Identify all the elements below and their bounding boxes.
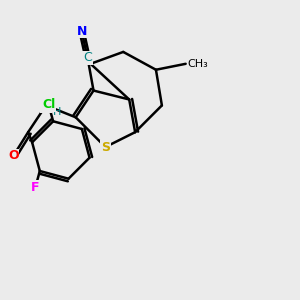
- Text: Cl: Cl: [42, 98, 55, 111]
- Text: N: N: [76, 25, 87, 38]
- Text: O: O: [8, 149, 19, 162]
- Text: N: N: [41, 99, 51, 112]
- Text: C: C: [83, 51, 92, 64]
- Text: F: F: [31, 181, 40, 194]
- Text: S: S: [101, 140, 110, 154]
- Text: H: H: [52, 107, 61, 117]
- Text: CH₃: CH₃: [187, 59, 208, 69]
